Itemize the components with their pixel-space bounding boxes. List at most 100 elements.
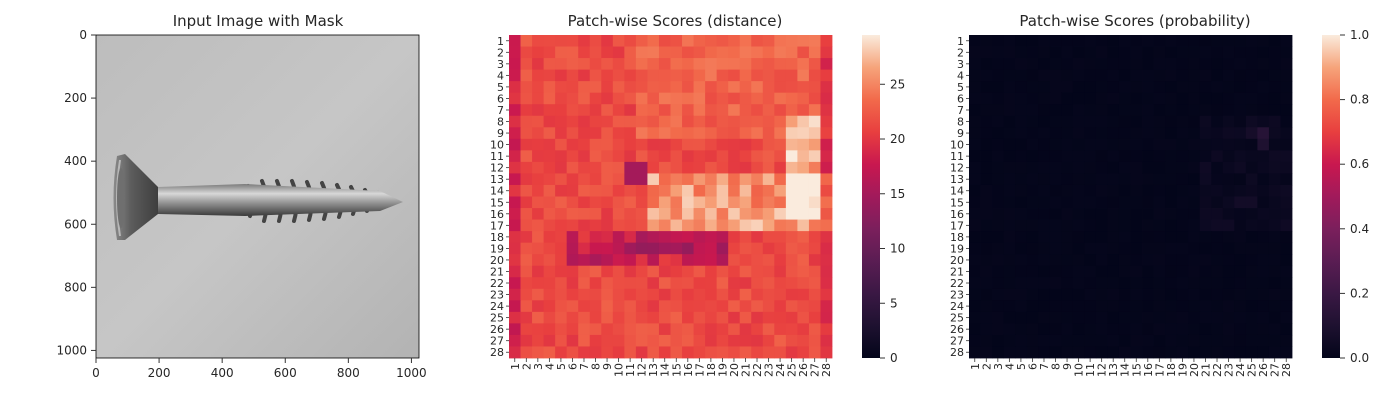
row-label: 19 [490,242,504,255]
heatmap-cell [612,242,625,255]
heatmap-cell [1268,138,1281,151]
heatmap-cell [1211,69,1224,82]
heatmap-cell [555,138,568,151]
heatmap-cell [762,115,775,128]
heatmap-cell [555,46,568,59]
heatmap-cell [739,334,752,347]
row-label: 1 [497,35,504,48]
heatmap-cell [1234,334,1247,347]
row-label: 22 [950,277,964,290]
heatmap-cell [1003,150,1016,163]
heatmap-cell [762,277,775,290]
heatmap-cell [670,138,683,151]
heatmap-cell [601,173,614,186]
heatmap-cell [589,35,602,47]
heatmap-cell [509,115,521,128]
heatmap-cell [1211,265,1224,278]
heatmap-cell [670,334,683,347]
heatmap-cell [532,254,545,267]
heatmap-cell [1026,288,1039,301]
col-label: 13 [1107,363,1120,377]
heatmap-cell [1072,81,1085,94]
heatmap-cell [509,104,521,117]
heatmap-cell [739,173,752,186]
heatmap-cell [566,184,579,197]
heatmap-cell [1211,184,1224,197]
heatmap-cell [716,288,729,301]
heatmap-cell [1130,150,1143,163]
heatmap-cell [785,277,798,290]
heatmap-cell [543,46,556,59]
heatmap-cell [1130,138,1143,151]
heatmap-cell [1280,104,1293,117]
heatmap-cell [1257,127,1270,140]
heatmap-cell [785,219,798,232]
heatmap-cell [612,161,625,174]
col-label: 22 [751,363,764,377]
heatmap-cell [1107,161,1120,174]
heatmap-cell [1015,334,1028,347]
heatmap-cell [751,115,764,128]
heatmap-cell [1049,346,1062,359]
heatmap-cell [797,104,810,117]
heatmap-cell [1015,231,1028,244]
heatmap-cell [1095,334,1108,347]
colorbar-tick-label: 0 [890,351,898,365]
heatmap-cell [1188,161,1201,174]
heatmap-cell [1165,104,1178,117]
col-label: 7 [578,363,591,370]
heatmap-cell [1142,81,1154,94]
heatmap-cell [1199,265,1212,278]
heatmap-cell [1211,277,1224,290]
heatmap-cell [1257,81,1270,94]
heatmap-cell [682,334,694,347]
heatmap-cell [520,219,533,232]
heatmap-cell [589,346,602,359]
heatmap-cell [1084,92,1097,105]
row-label: 20 [490,254,504,267]
heatmap-cell [751,311,764,324]
heatmap-cell [728,173,741,186]
heatmap-cell [992,219,1005,232]
heatmap-cell [992,46,1005,59]
heatmap-cell [1234,35,1247,47]
heatmap-cell [1222,138,1235,151]
heatmap-cell [1165,184,1178,197]
heatmap-cell [1257,69,1270,82]
heatmap-cell [1095,300,1108,313]
heatmap-cell [969,161,981,174]
heatmap-cell [808,35,821,47]
heatmap-cell [1084,127,1097,140]
heatmap-cell [992,300,1005,313]
heatmap-cell [1153,219,1166,232]
heatmap-cell [762,81,775,94]
col-label: 13 [647,363,660,377]
heatmap-cell [1268,69,1281,82]
input-image-panel: Input Image with Mask 0 200 [56,12,426,380]
heatmap-cell [555,69,568,82]
heatmap-cell [1257,231,1270,244]
heatmap-cell [1234,208,1247,220]
heatmap-cell [578,46,591,59]
heatmap-cell [762,150,775,163]
heatmap-cell [969,69,981,82]
heatmap-cell [1142,35,1154,47]
heatmap-cell [624,69,637,82]
heatmap-cell [566,104,579,117]
heatmap-cell [1038,311,1051,324]
heatmap-cell [601,208,614,220]
heatmap-cell [705,334,718,347]
heatmap-cell [1015,288,1028,301]
heatmap-cell [1280,346,1293,359]
heatmap-cell [1038,288,1051,301]
col-label: 14 [1119,363,1132,377]
heatmap-cell [774,265,787,278]
heatmap-cell [774,104,787,117]
heatmap-cell [751,346,764,359]
col-label: 2 [520,363,533,370]
x-tick-label: 0 [92,366,100,380]
heatmap-cell [1049,69,1062,82]
col-label: 23 [1223,363,1236,377]
heatmap-cell [532,81,545,94]
heatmap-cell [1245,184,1258,197]
